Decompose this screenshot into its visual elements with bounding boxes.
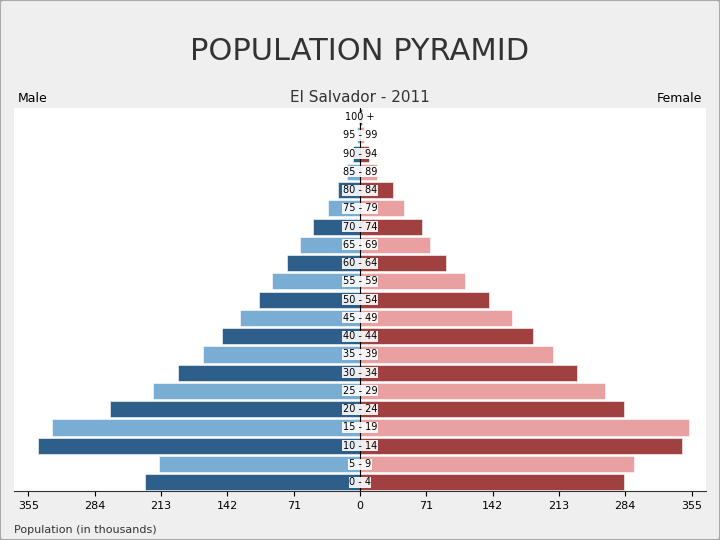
Bar xyxy=(360,164,377,180)
Bar xyxy=(360,146,369,161)
Text: 15 - 19: 15 - 19 xyxy=(343,422,377,433)
Text: 65 - 69: 65 - 69 xyxy=(343,240,377,250)
Bar xyxy=(300,237,360,253)
Text: POPULATION PYRAMID: POPULATION PYRAMID xyxy=(190,37,530,66)
Bar xyxy=(360,383,605,399)
Text: 0 - 4: 0 - 4 xyxy=(349,477,371,487)
Bar xyxy=(354,146,360,161)
Bar xyxy=(313,219,360,235)
Bar xyxy=(360,364,577,381)
Text: 80 - 84: 80 - 84 xyxy=(343,185,377,195)
Text: 25 - 29: 25 - 29 xyxy=(343,386,377,396)
Text: 45 - 49: 45 - 49 xyxy=(343,313,377,323)
Text: 90 - 94: 90 - 94 xyxy=(343,148,377,159)
Text: 85 - 89: 85 - 89 xyxy=(343,167,377,177)
Bar xyxy=(360,328,533,344)
Text: 40 - 44: 40 - 44 xyxy=(343,331,377,341)
Bar xyxy=(360,438,683,454)
Bar xyxy=(240,310,360,326)
Bar xyxy=(360,401,624,417)
Text: Female: Female xyxy=(657,92,702,105)
Bar xyxy=(153,383,360,399)
Bar xyxy=(52,420,360,436)
Text: 95 - 99: 95 - 99 xyxy=(343,130,377,140)
Bar xyxy=(357,127,360,144)
Text: 5 - 9: 5 - 9 xyxy=(349,459,371,469)
Text: 10 - 14: 10 - 14 xyxy=(343,441,377,451)
Text: 35 - 39: 35 - 39 xyxy=(343,349,377,360)
Bar xyxy=(360,127,364,144)
Bar xyxy=(360,200,404,217)
Bar xyxy=(360,182,392,198)
Text: 60 - 64: 60 - 64 xyxy=(343,258,377,268)
Text: 50 - 54: 50 - 54 xyxy=(343,295,377,305)
Bar xyxy=(287,255,360,271)
Bar xyxy=(222,328,360,344)
Bar xyxy=(360,273,464,289)
Text: Population (in thousands): Population (in thousands) xyxy=(14,524,157,535)
Bar xyxy=(109,401,360,417)
Text: 75 - 79: 75 - 79 xyxy=(343,204,377,213)
Bar xyxy=(360,420,689,436)
Bar xyxy=(347,164,360,180)
Bar xyxy=(203,347,360,362)
Bar xyxy=(360,292,489,308)
Bar xyxy=(360,347,554,362)
Text: 30 - 34: 30 - 34 xyxy=(343,368,377,377)
Text: 20 - 24: 20 - 24 xyxy=(343,404,377,414)
Bar xyxy=(360,255,446,271)
Bar xyxy=(360,310,512,326)
Bar xyxy=(272,273,360,289)
Bar xyxy=(338,182,360,198)
Bar xyxy=(359,109,360,125)
Bar xyxy=(360,109,362,125)
Text: 100 +: 100 + xyxy=(346,112,374,122)
Bar xyxy=(178,364,360,381)
Bar xyxy=(259,292,360,308)
Bar xyxy=(328,200,360,217)
Bar xyxy=(159,456,360,472)
Bar xyxy=(360,456,634,472)
Text: Male: Male xyxy=(18,92,48,105)
Bar xyxy=(360,474,624,490)
Text: 70 - 74: 70 - 74 xyxy=(343,222,377,232)
Text: El Salvador - 2011: El Salvador - 2011 xyxy=(290,90,430,105)
Text: 55 - 59: 55 - 59 xyxy=(343,276,377,286)
Bar xyxy=(360,219,422,235)
Bar xyxy=(360,237,430,253)
Bar xyxy=(37,438,360,454)
Bar xyxy=(145,474,360,490)
